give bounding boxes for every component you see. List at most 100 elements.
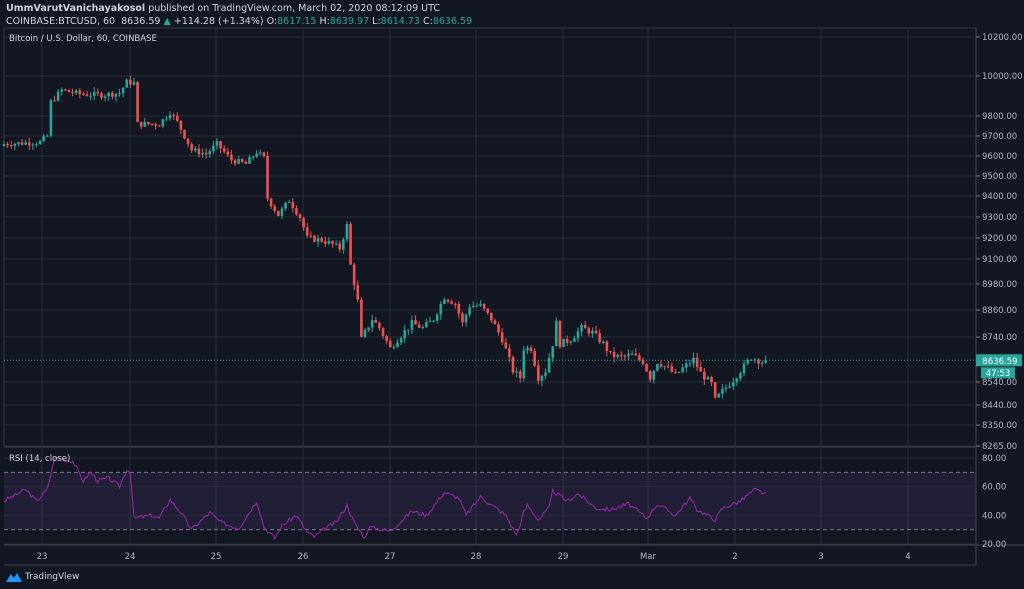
- candle: [147, 121, 150, 126]
- candle-body: [255, 153, 258, 157]
- candle-body: [273, 206, 277, 211]
- candle: [536, 360, 540, 385]
- candle: [179, 120, 183, 135]
- candle-body: [219, 141, 222, 149]
- candle: [74, 88, 78, 96]
- candle: [450, 299, 453, 305]
- candle: [486, 308, 490, 316]
- candle-body: [186, 138, 190, 145]
- candle-body: [150, 124, 154, 126]
- candle-body: [576, 331, 580, 339]
- candle: [186, 138, 190, 148]
- price-tick-label: 9300.00: [982, 213, 1017, 223]
- candle-body: [85, 94, 89, 96]
- candle-body: [666, 366, 670, 368]
- candle-body: [157, 125, 161, 127]
- price-tick-label: 9800.00: [982, 112, 1017, 122]
- candle: [681, 363, 684, 374]
- candle: [717, 392, 721, 399]
- candle-body: [569, 341, 573, 343]
- candle: [529, 345, 533, 354]
- candle-body: [414, 320, 417, 325]
- candle: [641, 357, 645, 366]
- candle-body: [367, 327, 370, 330]
- candle-body: [706, 377, 710, 380]
- candle-body: [381, 328, 385, 337]
- candle: [591, 327, 594, 338]
- candle: [168, 111, 172, 121]
- candle: [125, 78, 129, 88]
- candle-body: [168, 114, 172, 119]
- time-tick-label: 29: [558, 552, 569, 562]
- candle-body: [67, 89, 71, 92]
- candle-body: [493, 320, 497, 325]
- candle-body: [620, 354, 623, 356]
- candles: [2, 76, 768, 399]
- candle: [287, 199, 291, 203]
- candle-body: [623, 355, 627, 357]
- candle-body: [56, 91, 60, 101]
- candle: [154, 122, 157, 130]
- time-tick-label: 23: [37, 552, 48, 562]
- candle: [381, 326, 385, 339]
- candle-body: [627, 354, 630, 357]
- candle-body: [103, 96, 107, 98]
- candle-body: [522, 350, 526, 379]
- candle: [284, 202, 287, 211]
- candle-body: [222, 148, 226, 152]
- candle: [201, 148, 204, 158]
- candle: [266, 151, 269, 202]
- candle: [731, 377, 735, 391]
- candle: [233, 158, 237, 167]
- candle-body: [446, 299, 450, 302]
- candle-body: [421, 327, 425, 329]
- candle: [240, 158, 244, 163]
- candle: [78, 88, 82, 99]
- candle-body: [143, 122, 147, 127]
- time-tick-label: 28: [471, 552, 482, 562]
- time-tick-label: Mar: [640, 552, 657, 562]
- candle-body: [573, 338, 576, 342]
- candle-body: [439, 304, 443, 315]
- candle-body: [154, 124, 157, 126]
- candle: [666, 360, 670, 369]
- candle: [291, 198, 295, 213]
- candle-body: [764, 360, 768, 363]
- candle: [103, 94, 107, 102]
- price-tick-label: 8440.00: [982, 401, 1017, 411]
- candle: [172, 113, 175, 121]
- candle: [273, 204, 277, 214]
- candle: [518, 369, 522, 383]
- candle-body: [345, 223, 349, 240]
- candle-body: [295, 208, 298, 215]
- candle-body: [540, 375, 544, 381]
- candle: [56, 89, 60, 102]
- candle: [533, 348, 536, 367]
- candle-body: [82, 94, 85, 96]
- author-name[interactable]: UmmVarutVanichayakosol: [6, 3, 146, 14]
- candle-body: [309, 235, 313, 237]
- candle: [345, 221, 349, 243]
- candle: [349, 221, 352, 266]
- candle-body: [24, 142, 27, 145]
- candle: [623, 354, 627, 361]
- candle: [212, 141, 215, 154]
- candle: [35, 141, 38, 148]
- candle: [634, 348, 638, 356]
- candle: [302, 216, 305, 231]
- candle-body: [121, 87, 125, 94]
- candle-body: [684, 363, 688, 368]
- candle-body: [551, 346, 555, 358]
- price-change: +114.28 (+1.34%): [173, 16, 264, 27]
- rsi-tick-label: 80.00: [982, 454, 1006, 464]
- time-tick-label: 26: [298, 552, 309, 562]
- candle: [46, 134, 49, 137]
- price-tick-label: 9200.00: [982, 234, 1017, 244]
- tradingview-logo[interactable]: TradingView: [6, 572, 79, 582]
- candle-body: [565, 338, 569, 343]
- candle: [515, 367, 518, 378]
- candle-body: [472, 305, 475, 308]
- candle-body: [89, 95, 92, 97]
- candle: [587, 326, 591, 337]
